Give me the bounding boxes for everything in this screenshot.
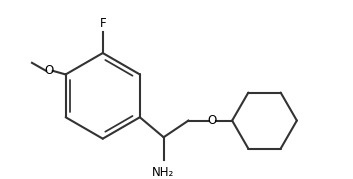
Text: O: O	[45, 64, 54, 77]
Text: F: F	[100, 17, 106, 30]
Text: NH₂: NH₂	[151, 166, 174, 179]
Text: O: O	[208, 114, 217, 127]
